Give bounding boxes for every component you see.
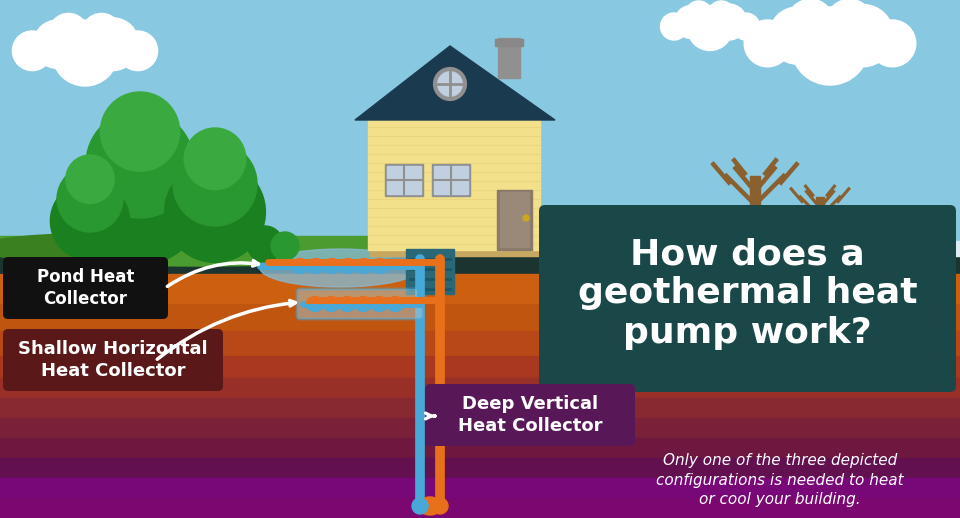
Bar xyxy=(0,256,960,274)
Ellipse shape xyxy=(0,236,410,266)
Circle shape xyxy=(101,92,180,171)
Circle shape xyxy=(118,31,157,70)
Bar xyxy=(0,438,960,458)
Circle shape xyxy=(247,226,283,262)
Circle shape xyxy=(827,0,873,46)
Bar xyxy=(750,176,760,254)
Circle shape xyxy=(12,31,52,70)
Circle shape xyxy=(75,135,204,265)
Circle shape xyxy=(173,142,257,226)
Circle shape xyxy=(86,18,139,70)
Circle shape xyxy=(787,0,834,46)
Circle shape xyxy=(184,128,246,190)
Bar xyxy=(498,38,520,78)
Bar xyxy=(208,205,222,254)
Bar xyxy=(497,190,532,250)
Circle shape xyxy=(685,1,712,28)
Circle shape xyxy=(52,20,118,86)
Bar xyxy=(387,166,421,194)
Bar xyxy=(580,241,960,256)
Bar xyxy=(406,249,454,294)
Circle shape xyxy=(675,6,708,38)
Bar xyxy=(0,378,960,398)
Text: How does a
geothermal heat
pump work?: How does a geothermal heat pump work? xyxy=(578,237,918,350)
Bar xyxy=(0,458,960,478)
Bar xyxy=(0,331,960,356)
Circle shape xyxy=(523,215,529,221)
Circle shape xyxy=(271,232,299,260)
Bar xyxy=(434,166,468,194)
Circle shape xyxy=(432,498,448,514)
Circle shape xyxy=(57,166,123,232)
FancyBboxPatch shape xyxy=(425,384,635,446)
Bar xyxy=(368,120,540,250)
FancyBboxPatch shape xyxy=(539,205,956,392)
Bar xyxy=(0,498,960,518)
Bar xyxy=(432,164,470,196)
Bar xyxy=(500,192,529,247)
Text: Pond Heat
Collector: Pond Heat Collector xyxy=(36,268,134,308)
Ellipse shape xyxy=(0,234,180,262)
FancyBboxPatch shape xyxy=(3,257,168,319)
Bar xyxy=(0,236,400,256)
Circle shape xyxy=(49,13,88,53)
Circle shape xyxy=(791,7,869,85)
Circle shape xyxy=(66,155,114,204)
Circle shape xyxy=(86,110,194,218)
FancyBboxPatch shape xyxy=(3,329,223,391)
Ellipse shape xyxy=(260,249,420,287)
Bar xyxy=(0,0,960,256)
Bar xyxy=(0,418,960,438)
Circle shape xyxy=(710,4,747,40)
Circle shape xyxy=(50,181,130,261)
Bar xyxy=(816,197,824,251)
Circle shape xyxy=(34,20,82,68)
Circle shape xyxy=(412,498,428,514)
Bar xyxy=(0,398,960,418)
Bar xyxy=(0,274,960,304)
Text: Shallow Horizontal
Heat Collector: Shallow Horizontal Heat Collector xyxy=(18,340,207,380)
Circle shape xyxy=(435,69,465,99)
Bar xyxy=(370,248,540,256)
Bar xyxy=(0,304,960,331)
Circle shape xyxy=(732,13,759,40)
Bar xyxy=(84,215,95,254)
Bar xyxy=(385,164,423,196)
Circle shape xyxy=(869,20,916,67)
Bar xyxy=(0,478,960,498)
Circle shape xyxy=(687,6,732,50)
Circle shape xyxy=(82,13,121,53)
Circle shape xyxy=(708,1,734,28)
Bar xyxy=(131,191,149,254)
Ellipse shape xyxy=(570,233,950,263)
Circle shape xyxy=(744,20,791,67)
Circle shape xyxy=(769,7,827,64)
Ellipse shape xyxy=(418,497,442,515)
FancyBboxPatch shape xyxy=(297,289,423,319)
Circle shape xyxy=(164,162,265,263)
Bar xyxy=(0,356,960,378)
Text: Deep Vertical
Heat Collector: Deep Vertical Heat Collector xyxy=(458,395,602,435)
Circle shape xyxy=(660,13,687,40)
Text: Only one of the three depicted
configurations is needed to heat
or cool your bui: Only one of the three depicted configura… xyxy=(657,453,903,507)
Bar xyxy=(495,39,523,46)
Polygon shape xyxy=(355,46,555,120)
Circle shape xyxy=(831,4,894,67)
